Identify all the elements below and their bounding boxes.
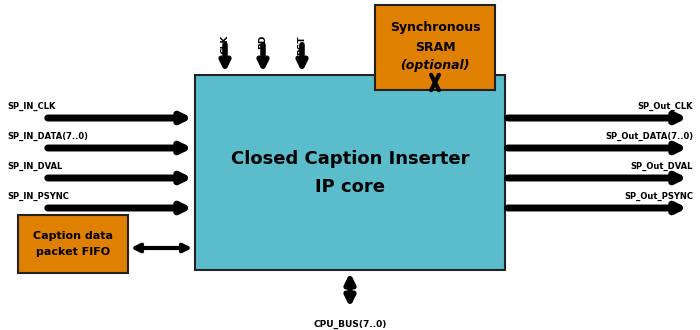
- Bar: [195, 75, 505, 270]
- Bar: [375, 5, 495, 90]
- Text: RST: RST: [298, 35, 307, 55]
- Text: SRAM: SRAM: [414, 41, 455, 54]
- Text: Synchronous: Synchronous: [390, 21, 480, 34]
- Text: SP_IN_DVAL: SP_IN_DVAL: [7, 161, 62, 171]
- Text: SP_Out_PSYNC: SP_Out_PSYNC: [624, 191, 693, 201]
- Text: IP core: IP core: [315, 178, 385, 195]
- Text: Closed Caption Inserter: Closed Caption Inserter: [231, 149, 469, 168]
- Text: SP_Out_CLK: SP_Out_CLK: [638, 101, 693, 111]
- Text: Caption data: Caption data: [33, 231, 113, 241]
- Text: CPU_BUS(7..0): CPU_BUS(7..0): [314, 320, 386, 329]
- Text: SP_IN_CLK: SP_IN_CLK: [7, 101, 55, 111]
- Text: SP_Out_DVAL: SP_Out_DVAL: [631, 161, 693, 171]
- Bar: [18, 215, 128, 273]
- Text: SP_IN_DATA(7..0): SP_IN_DATA(7..0): [7, 131, 88, 141]
- Text: packet FIFO: packet FIFO: [36, 247, 110, 257]
- Text: CLK: CLK: [220, 35, 230, 54]
- Text: RD: RD: [258, 35, 267, 50]
- Text: SP_Out_DATA(7..0): SP_Out_DATA(7..0): [605, 131, 693, 141]
- Text: SP_IN_PSYNC: SP_IN_PSYNC: [7, 191, 69, 201]
- Text: (optional): (optional): [400, 59, 470, 72]
